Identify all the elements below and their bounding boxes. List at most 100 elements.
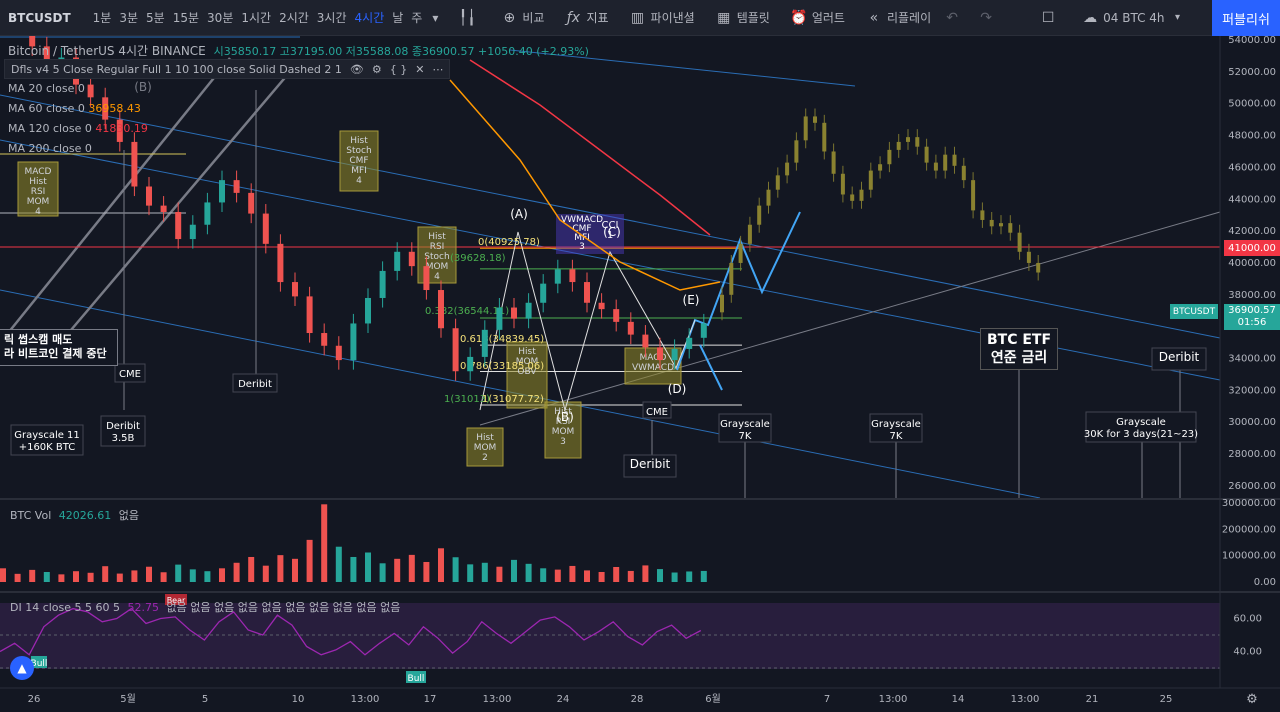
interval-4시간[interactable]: 4시간 <box>354 11 385 25</box>
braces-icon[interactable]: { } <box>389 62 408 76</box>
bear-signal-text-line: Bear <box>167 596 186 605</box>
wave-b-top-label: (B) <box>134 80 152 94</box>
projection-candle <box>989 219 994 227</box>
publish-button[interactable]: 퍼블리쉬 <box>1212 0 1280 36</box>
signal-box-stoch-cmf-text-line: MFI <box>351 166 367 176</box>
ma200-label: MA 200 close 0 <box>8 142 92 155</box>
signal-box-vwmacd-text: VWMACD CMF MFI 3 <box>561 215 603 252</box>
interval-1시간[interactable]: 1시간 <box>241 11 272 25</box>
grayscale-7k-a-note <box>718 413 772 443</box>
volume-bar <box>671 572 678 582</box>
forecast-path <box>676 211 801 371</box>
time-tick-label-line: 10 <box>292 694 305 705</box>
deribit-mid-note <box>623 454 677 478</box>
time-tick-label-line: 28 <box>631 694 644 705</box>
projection-candle <box>831 151 836 174</box>
signal-box-left-text-line: RSI <box>31 187 46 197</box>
grayscale-30k-note <box>1085 411 1197 443</box>
projection-candle <box>803 116 808 141</box>
price-tick-label-line: 44000.00 <box>1228 194 1276 205</box>
layout-button[interactable]: ☁ 04 BTC 4h ▾ <box>1075 0 1196 36</box>
interval-주[interactable]: 주 <box>411 11 423 25</box>
tradingview-logo[interactable]: ▲ <box>10 656 34 680</box>
time-tick-label-line: 26 <box>28 694 41 705</box>
candle-body <box>657 347 663 361</box>
replay-button[interactable]: « 리플레이 <box>859 0 937 36</box>
undo-button[interactable]: ↶ <box>937 0 971 36</box>
candle-body <box>219 180 225 203</box>
interval-15분[interactable]: 15분 <box>172 11 200 25</box>
volume-bar <box>525 563 532 582</box>
interval-30분[interactable]: 30분 <box>207 11 234 25</box>
price-tick-label-line: 42000.00 <box>1228 226 1276 237</box>
etf-line-1: BTC ETF <box>987 332 1052 348</box>
candle-body <box>204 202 211 225</box>
price-tick-label-line: 52000.00 <box>1228 67 1276 78</box>
projection-candle <box>1008 223 1013 233</box>
time-tick-label-line: 21 <box>1086 694 1099 705</box>
signal-box-hist-mom-text-line: MOM <box>474 443 497 453</box>
bar-chart-icon: ▥ <box>630 9 645 26</box>
warning-line-1: 릭 썹스캠 매도 <box>4 333 73 346</box>
grayscale-11-note <box>10 424 84 456</box>
interval-dropdown-chevron[interactable]: ▾ <box>432 10 439 25</box>
indicators-label: 지표 <box>586 11 609 25</box>
fib-1b-label: 1(31077.72) <box>482 394 544 405</box>
close-icon[interactable]: ✕ <box>415 62 425 76</box>
ma60-line <box>449 79 721 291</box>
eye-icon[interactable]: 👁 <box>349 62 364 76</box>
time-tick-label: 5월 <box>120 693 136 705</box>
grayscale-11-note-text-line: +160K BTC <box>19 442 76 453</box>
moving-averages-layer <box>449 59 721 291</box>
redo-button[interactable]: ↷ <box>971 0 1005 36</box>
fullscreen-layout-button[interactable]: ☐ <box>1033 0 1067 36</box>
warning-note[interactable]: 릭 썹스캠 매도 라 비트코인 결제 중단 <box>0 329 118 366</box>
time-tick-label: 25 <box>1160 694 1173 705</box>
interval-2시간[interactable]: 2시간 <box>279 11 309 25</box>
volume-bar <box>204 571 211 582</box>
compare-button[interactable]: ⊕ 비교 <box>494 0 550 36</box>
indicators-button[interactable]: ƒx 지표 <box>558 0 614 36</box>
volume-bar <box>335 546 342 582</box>
chart-type-button[interactable]: ╿╽ <box>452 0 486 36</box>
projection-candle <box>906 137 910 142</box>
bull-signal-mid-text-line: Bull <box>408 674 425 684</box>
volume-tick-label: 200000.00 <box>1222 524 1276 535</box>
deribit-mid-note-text-line: Deribit <box>630 457 671 471</box>
interval-5분[interactable]: 5분 <box>146 11 165 25</box>
interval-3시간[interactable]: 3시간 <box>316 11 347 25</box>
etf-note[interactable]: BTC ETF 연준 금리 <box>980 328 1059 370</box>
wave-c-label: (C) <box>603 225 621 239</box>
ma20-legend: MA 20 close 0 <box>8 82 85 95</box>
elliott-wave-path <box>479 231 696 412</box>
volume-value: 42026.61 <box>58 509 112 522</box>
gear-icon[interactable]: ⚙ <box>371 62 382 76</box>
projection-candle <box>775 175 780 190</box>
di-pane: Bull Bull Bear <box>0 594 1220 684</box>
candle-body <box>481 329 488 357</box>
symbol-search[interactable]: BTCUSDT <box>8 10 71 25</box>
interval-1분[interactable]: 1분 <box>92 11 112 25</box>
di-line <box>0 607 702 656</box>
axis-settings-icon: ⚙ <box>1246 692 1258 707</box>
price-tick-label: 50000.00 <box>1228 99 1276 110</box>
alert-button[interactable]: ⏰ 얼러트 <box>784 0 851 36</box>
projection-candle <box>1017 232 1022 252</box>
signal-box-hist-mom-text-line: 2 <box>482 453 488 463</box>
grayscale-7k-b-note-text: Grayscale 7K <box>871 419 921 442</box>
alert-label: 얼러트 <box>811 11 845 25</box>
interval-3분[interactable]: 3분 <box>119 11 139 25</box>
more-icon[interactable]: ⋯ <box>432 62 444 76</box>
financials-button[interactable]: ▥ 파이낸셜 <box>623 0 701 36</box>
price-tick-label: 44000.00 <box>1228 194 1276 205</box>
templates-label: 템플릿 <box>736 11 770 25</box>
templates-button[interactable]: ▦ 템플릿 <box>709 0 776 36</box>
candle-body <box>306 296 313 334</box>
wave-a-label: (A) <box>510 207 528 221</box>
dfls-indicator-legend[interactable]: Dfls v4 5 Close Regular Full 1 10 100 cl… <box>4 59 451 79</box>
interval-날[interactable]: 날 <box>392 11 404 25</box>
volume-bar <box>481 562 488 582</box>
signal-box-mom-obv-text: Hist MOM OBV <box>516 347 539 377</box>
deribit-left-note-text-line: Deribit <box>238 379 272 390</box>
